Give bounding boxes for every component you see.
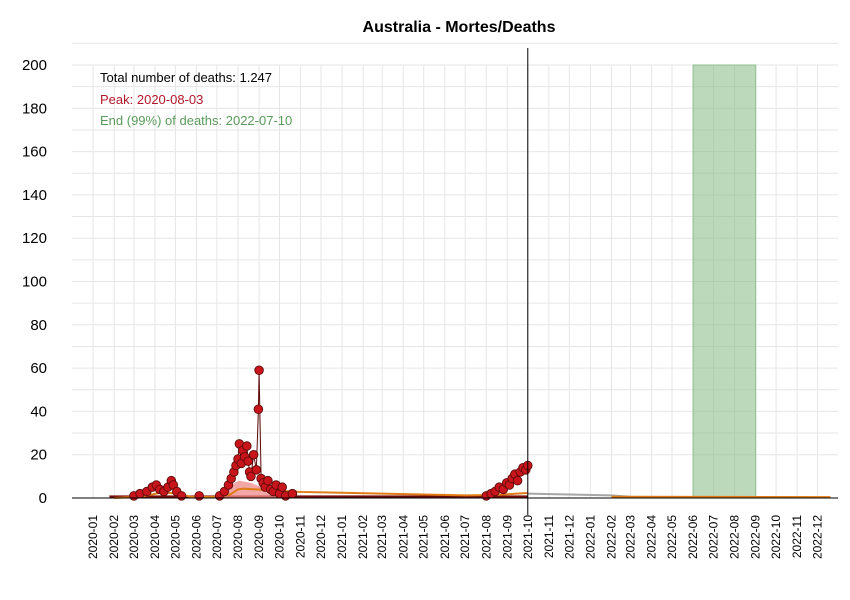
daily-deaths-point — [176, 491, 187, 501]
x-tick-label: 2020-03 — [127, 515, 141, 559]
peak-annotation: Peak: 2020-08-03 — [100, 92, 203, 107]
y-tick-label: 160 — [22, 144, 47, 161]
y-tick-label: 100 — [22, 274, 47, 291]
daily-deaths-point — [277, 482, 287, 492]
end-of-deaths-shade — [692, 64, 757, 499]
x-tick-label: 2020-11 — [294, 515, 308, 558]
x-tick-label: 2022-01 — [583, 515, 597, 559]
x-tick-label: 2022-04 — [645, 515, 659, 559]
chart-title: Australia - Mortes/Deaths — [363, 19, 556, 36]
baseline-points-band — [109, 495, 528, 498]
x-tick-label: 2022-09 — [749, 515, 763, 559]
daily-deaths-point — [251, 465, 262, 475]
x-tick-label: 2020-08 — [231, 515, 245, 559]
x-tick-label: 2022-10 — [769, 515, 783, 559]
daily-deaths-point — [253, 404, 264, 414]
daily-deaths-point — [263, 475, 273, 486]
x-tick-label: 2021-08 — [479, 515, 493, 559]
x-tick-label: 2021-01 — [335, 515, 349, 559]
x-tick-label: 2021-07 — [458, 515, 472, 559]
x-tick-label: 2021-03 — [375, 515, 389, 559]
x-tick-label: 2021-04 — [396, 515, 410, 559]
y-tick-label: 200 — [22, 57, 47, 74]
x-tick-label: 2022-06 — [686, 515, 700, 559]
y-tick-label: 20 — [30, 447, 47, 464]
y-tick-label: 120 — [22, 230, 47, 247]
x-tick-label: 2020-09 — [252, 515, 266, 559]
x-tick-label: 2022-08 — [728, 515, 742, 559]
y-tick-label: 0 — [39, 490, 47, 507]
x-tick-label: 2020-05 — [168, 515, 182, 559]
end-annotation: End (99%) of deaths: 2022-07-10 — [100, 113, 292, 128]
x-tick-label: 2021-11 — [542, 515, 556, 558]
shade-layer — [692, 64, 757, 499]
y-tick-label: 60 — [30, 360, 47, 377]
y-tick-label: 40 — [30, 403, 47, 420]
daily-deaths-point — [243, 456, 253, 466]
y-tick-label: 80 — [30, 317, 47, 334]
annotation-layer: Total number of deaths: 1.247 Peak: 2020… — [100, 70, 292, 128]
daily-deaths-point — [194, 491, 204, 501]
data-layer — [109, 365, 831, 501]
x-tick-label: 2020-12 — [314, 515, 328, 559]
x-tick-label: 2020-04 — [148, 515, 162, 559]
daily-deaths-point — [246, 471, 256, 482]
x-tick-label: 2022-12 — [811, 515, 825, 559]
y-tick-label: 180 — [22, 100, 47, 117]
x-tick-label: 2022-02 — [604, 515, 618, 559]
daily-deaths-point — [242, 441, 252, 451]
x-tick-label: 2020-06 — [189, 515, 203, 559]
x-tick-label: 2022-11 — [790, 515, 804, 558]
x-tick-label: 2022-03 — [624, 515, 638, 559]
daily-deaths-point — [248, 449, 259, 460]
x-tick-label: 2022-05 — [665, 515, 679, 559]
y-tick-label: 140 — [22, 187, 47, 204]
x-tick-label: 2021-09 — [500, 515, 514, 559]
x-tick-label: 2020-10 — [272, 515, 286, 559]
x-tick-label: 2021-02 — [356, 515, 370, 559]
daily-deaths-point — [512, 475, 523, 486]
x-tick-label: 2020-07 — [210, 515, 224, 559]
daily-deaths-point — [287, 488, 298, 499]
x-tick-label: 2020-01 — [86, 515, 100, 559]
x-tick-label: 2021-12 — [562, 515, 576, 559]
total-deaths-annotation: Total number of deaths: 1.247 — [100, 70, 272, 85]
daily-deaths-point — [254, 365, 264, 376]
x-tick-label: 2021-10 — [521, 515, 535, 559]
x-tick-label: 2021-05 — [417, 515, 431, 559]
x-tick-label: 2022-07 — [707, 515, 721, 559]
x-tick-label: 2021-06 — [438, 515, 452, 559]
axis-layer: 0 20 40 60 80 100 120 140 160 180 200 2020-01 2020-0… — [22, 48, 838, 559]
x-tick-label: 2020-02 — [107, 515, 121, 559]
